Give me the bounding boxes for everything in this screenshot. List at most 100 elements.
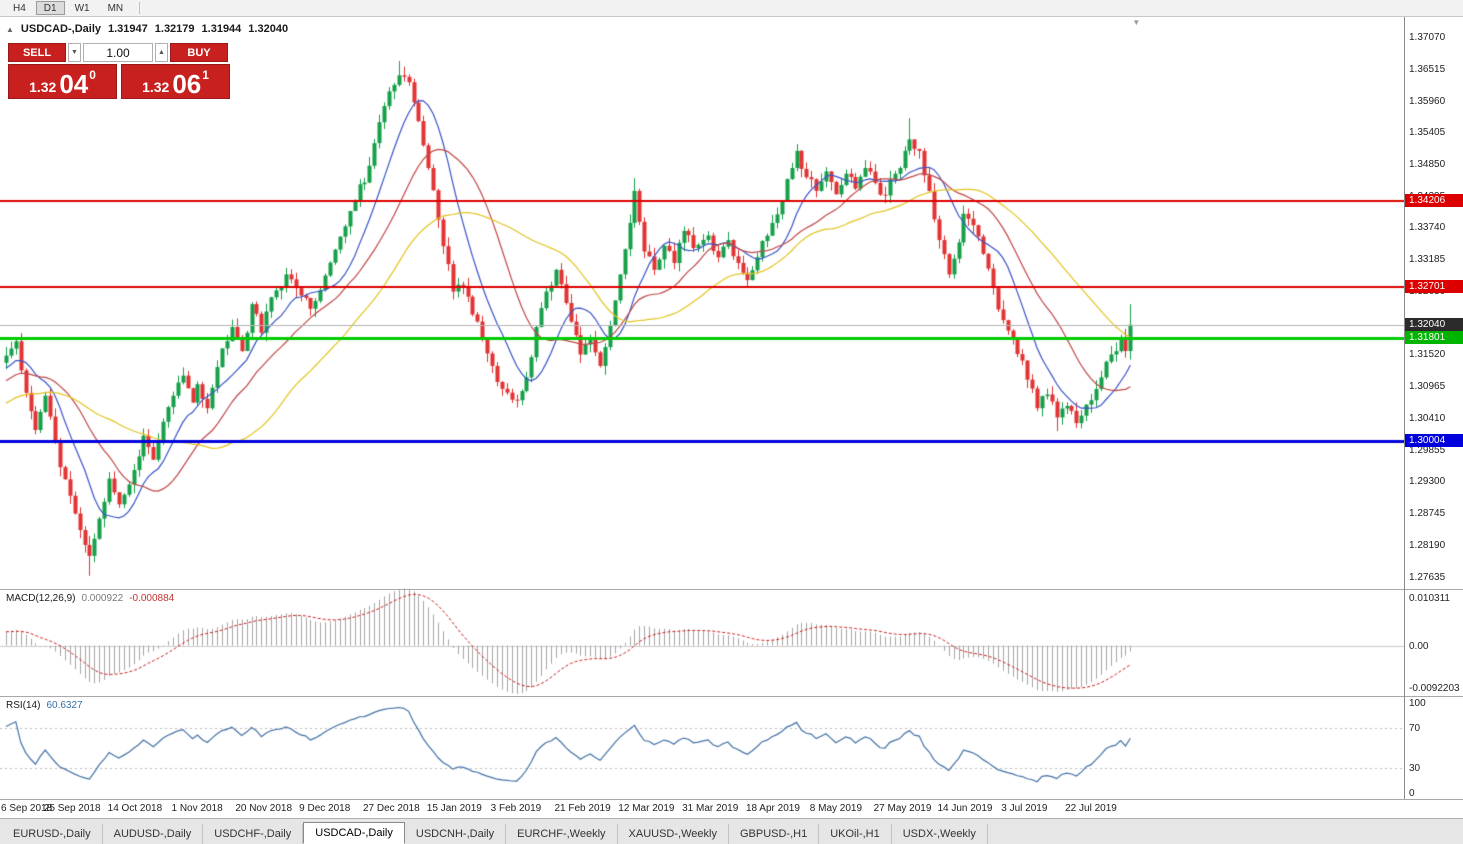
chart-tab-eurusd[interactable]: EURUSD-,Daily	[2, 824, 103, 844]
date-axis-label: 12 Mar 2019	[618, 803, 675, 814]
date-axis-label: 3 Feb 2019	[490, 803, 542, 814]
price-axis-label: 1.35960	[1409, 95, 1446, 107]
price-axis-label: 1.29300	[1409, 476, 1446, 488]
chart-tabs-bar: EURUSD-,Daily AUDUSD-,Daily USDCHF-,Daily U…	[0, 822, 988, 844]
rsi-title: RSI(14)	[6, 700, 41, 711]
price-level-tag: 1.32701	[1405, 279, 1463, 293]
price-level-tag: 1.34206	[1405, 193, 1463, 207]
buy-price-main: 1.32	[142, 78, 170, 95]
price-axis-label: 1.34295	[1409, 190, 1446, 202]
rsi-value: 60.6327	[46, 700, 83, 711]
chart-tab-usdx[interactable]: USDX-,Weekly	[892, 824, 988, 844]
buy-price-display[interactable]: 1.32 06 1	[121, 64, 230, 99]
price-axis-label: 1.29855	[1409, 444, 1446, 456]
macd-axis-label: 0.00	[1409, 640, 1429, 652]
macd-value-signal: -0.000884	[129, 593, 175, 604]
rsi-indicator-label: RSI(14) 60.6327	[6, 700, 83, 711]
symbol-name: USDCAD-,Daily	[20, 23, 101, 35]
ohlc-open: 1.31947	[108, 23, 148, 35]
chart-tabs-strip: EURUSD-,Daily AUDUSD-,Daily USDCHF-,Daily U…	[0, 818, 1463, 844]
timeframe-button-d1[interactable]: D1	[35, 1, 65, 15]
macd-indicator-label: MACD(12,26,9) 0.000922 -0.000884	[6, 593, 174, 604]
chart-tab-usdcnh[interactable]: USDCNH-,Daily	[405, 824, 507, 844]
rsi-pane-separator[interactable]	[0, 696, 1463, 697]
date-axis-label: 1 Nov 2018	[171, 803, 223, 814]
rsi-axis-label: 100	[1409, 698, 1426, 709]
date-axis-label: 27 May 2019	[873, 803, 932, 814]
timeframe-buttons: H4 D1 W1 MN	[5, 1, 132, 15]
chart-tab-gbpusd[interactable]: GBPUSD-,H1	[729, 824, 820, 844]
date-axis-label: 3 Jul 2019	[1001, 803, 1048, 814]
chart-ohlc-header: ▲ USDCAD-,Daily 1.31947 1.32179 1.31944 …	[6, 23, 288, 35]
date-axis-label: 8 May 2019	[809, 803, 863, 814]
date-axis-label: 21 Feb 2019	[554, 803, 611, 814]
price-axis-label: 1.36515	[1409, 63, 1446, 75]
chart-tab-usdchf[interactable]: USDCHF-,Daily	[203, 824, 304, 844]
sell-price-main: 1.32	[29, 78, 57, 95]
time-axis-separator	[0, 799, 1463, 800]
price-axis-label: 1.30410	[1409, 412, 1446, 424]
date-axis-label: 9 Dec 2018	[299, 803, 351, 814]
date-axis-label: 14 Oct 2018	[107, 803, 163, 814]
chart-tab-eurchf[interactable]: EURCHF-,Weekly	[506, 824, 618, 844]
one-click-trading-panel: SELL ▼ ▲ BUY 1.32 04 0 1.32 06 1	[8, 43, 230, 99]
price-level-tag: 1.30004	[1405, 434, 1463, 448]
sell-price-pips: 04	[59, 68, 89, 99]
timeframe-toolbar: H4 D1 W1 MN	[0, 0, 1463, 17]
price-axis: 1.37070 1.36515 1.35960 1.35405 1.34850 1.342…	[1405, 17, 1463, 799]
date-axis-label: 31 Mar 2019	[682, 803, 739, 814]
chart-tab-usdcad[interactable]: USDCAD-,Daily	[303, 822, 405, 844]
toolbar-divider	[139, 2, 141, 14]
volume-input[interactable]	[83, 43, 153, 62]
date-axis-label: 15 Jan 2019	[426, 803, 482, 814]
rsi-axis-label: 0	[1409, 788, 1415, 799]
buy-price-point: 1	[202, 68, 209, 82]
chart-shift-marker-icon[interactable]: ▼	[1132, 18, 1141, 27]
price-axis-border	[1404, 17, 1405, 799]
chart-tab-audusd[interactable]: AUDUSD-,Daily	[103, 824, 204, 844]
buy-button[interactable]: BUY	[170, 43, 228, 62]
one-click-collapse-icon[interactable]: ▲	[6, 24, 14, 34]
timeframe-button-h4[interactable]: H4	[5, 1, 34, 15]
price-axis-label: 1.31520	[1409, 349, 1446, 361]
price-axis-label: 1.28190	[1409, 539, 1446, 551]
sell-button[interactable]: SELL	[8, 43, 66, 62]
buy-price-pips: 06	[172, 68, 202, 99]
date-axis-label: 25 Sep 2018	[43, 803, 101, 814]
chart-tab-ukoil[interactable]: UKOil-,H1	[819, 824, 892, 844]
macd-axis-label: -0.0092203	[1409, 683, 1460, 694]
price-axis-label: 1.33740	[1409, 222, 1446, 234]
price-level-tag: 1.32040	[1405, 317, 1463, 331]
price-axis-label: 1.28745	[1409, 508, 1446, 520]
chart-tab-xauusd[interactable]: XAUUSD-,Weekly	[618, 824, 729, 844]
ohlc-low: 1.31944	[201, 23, 242, 35]
price-axis-label: 1.37070	[1409, 32, 1446, 44]
price-axis-label: 1.34850	[1409, 159, 1446, 170]
macd-pane-separator[interactable]	[0, 589, 1463, 590]
sell-price-point: 0	[89, 68, 96, 82]
rsi-axis-label: 70	[1409, 722, 1421, 734]
date-axis-label: 14 Jun 2019	[937, 803, 993, 814]
price-axis-label: 1.32630	[1409, 285, 1446, 297]
price-axis-label: 1.27635	[1409, 571, 1446, 583]
date-axis-label: 6 Sep 2018	[1, 803, 53, 814]
price-chart-canvas[interactable]	[0, 17, 1404, 800]
price-level-tag: 1.31801	[1405, 331, 1463, 345]
date-axis-label: 20 Nov 2018	[235, 803, 293, 814]
macd-title: MACD(12,26,9)	[6, 593, 76, 604]
price-axis-label: 1.35405	[1409, 127, 1446, 139]
sell-price-display[interactable]: 1.32 04 0	[8, 64, 117, 99]
timeframe-button-mn[interactable]: MN	[99, 1, 132, 15]
ohlc-close: 1.32040	[248, 23, 289, 35]
volume-increase-icon[interactable]: ▲	[155, 43, 168, 62]
volume-decrease-icon[interactable]: ▼	[68, 43, 81, 62]
date-axis-label: 27 Dec 2018	[362, 803, 420, 814]
chart-window: ▲ USDCAD-,Daily 1.31947 1.32179 1.31944 …	[0, 17, 1463, 818]
ohlc-high: 1.32179	[154, 23, 195, 35]
date-axis-label: 18 Apr 2019	[745, 803, 800, 814]
price-axis-label: 1.33185	[1409, 254, 1446, 266]
timeframe-button-w1[interactable]: W1	[66, 1, 98, 15]
rsi-axis-label: 30	[1409, 763, 1421, 775]
price-axis-label: 1.30965	[1409, 381, 1446, 393]
